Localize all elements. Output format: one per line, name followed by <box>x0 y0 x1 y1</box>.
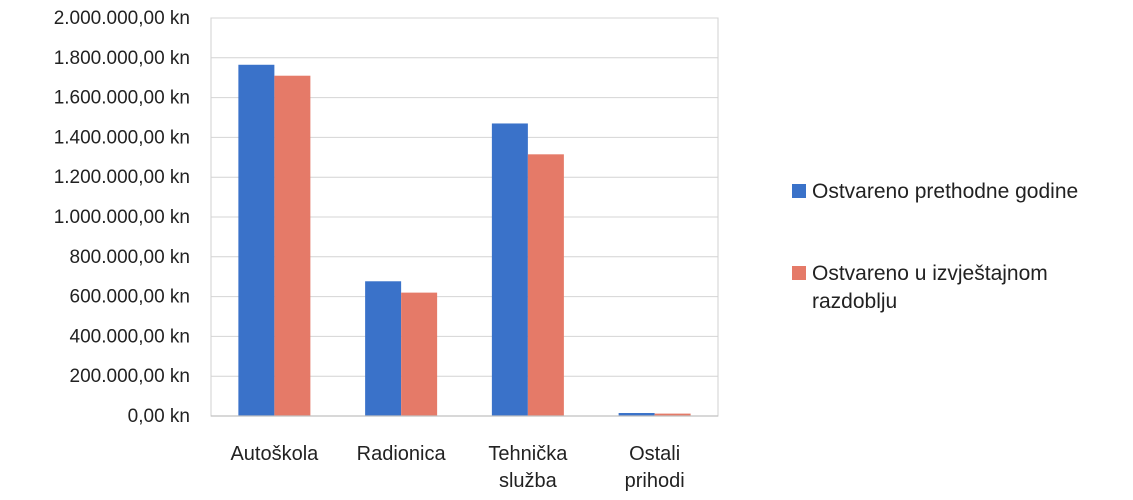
legend-label-line: Ostvareno prethodne godine <box>812 180 1078 203</box>
y-tick-label: 600.000,00 kn <box>70 287 190 308</box>
x-tick-label-line: Autoškola <box>230 443 319 465</box>
y-tick-label: 1.600.000,00 kn <box>54 88 190 109</box>
x-tick-labels: Autoškola Radionica Tehnička služba Ostali pr… <box>230 443 684 492</box>
bar-series-2-category-4 <box>654 413 691 416</box>
y-tick-labels: 0,00 kn 200.000,00 kn 400.000,00 kn 600.000… <box>54 8 190 427</box>
x-tick-label: Radionica <box>357 443 447 465</box>
x-tick-label-line: služba <box>499 470 558 492</box>
legend-label-line: Ostvareno u izvještajnom <box>812 262 1048 285</box>
x-tick-label: Autoškola <box>230 443 319 465</box>
legend-label-line: razdoblju <box>812 290 897 313</box>
y-tick-label: 0,00 kn <box>128 406 190 427</box>
y-tick-label: 400.000,00 kn <box>70 326 190 347</box>
legend: Ostvareno prethodne godine Ostvareno u iz… <box>792 180 1078 313</box>
bar-series-2-category-1 <box>274 75 311 417</box>
x-tick-label-line: Ostali <box>629 443 680 465</box>
y-tick-label: 800.000,00 kn <box>70 247 190 268</box>
bars <box>238 64 691 417</box>
legend-label: Ostvareno u izvještajnom razdoblju <box>812 262 1048 313</box>
x-tick-label: Ostali prihodi <box>625 443 685 492</box>
bar-series-1-category-3 <box>491 123 528 416</box>
x-tick-label-line: Tehnička <box>488 443 568 465</box>
bar-series-1-category-4 <box>618 413 655 416</box>
x-tick-label-line: prihodi <box>625 470 685 492</box>
legend-label: Ostvareno prethodne godine <box>812 180 1078 203</box>
bar-series-1-category-2 <box>365 281 402 416</box>
y-tick-label: 1.000.000,00 kn <box>54 207 190 228</box>
x-tick-label-line: Radionica <box>357 443 447 465</box>
y-tick-label: 200.000,00 kn <box>70 366 190 387</box>
x-tick-label: Tehnička služba <box>488 443 568 492</box>
y-tick-label: 1.200.000,00 kn <box>54 167 190 188</box>
y-tick-label: 1.800.000,00 kn <box>54 48 190 69</box>
y-tick-label: 2.000.000,00 kn <box>54 8 190 29</box>
legend-swatch <box>792 266 806 280</box>
legend-swatch <box>792 184 806 198</box>
bar-series-1-category-1 <box>238 64 275 416</box>
bar-series-2-category-3 <box>527 154 564 416</box>
y-tick-label: 1.400.000,00 kn <box>54 127 190 148</box>
bar-series-2-category-2 <box>401 292 438 416</box>
